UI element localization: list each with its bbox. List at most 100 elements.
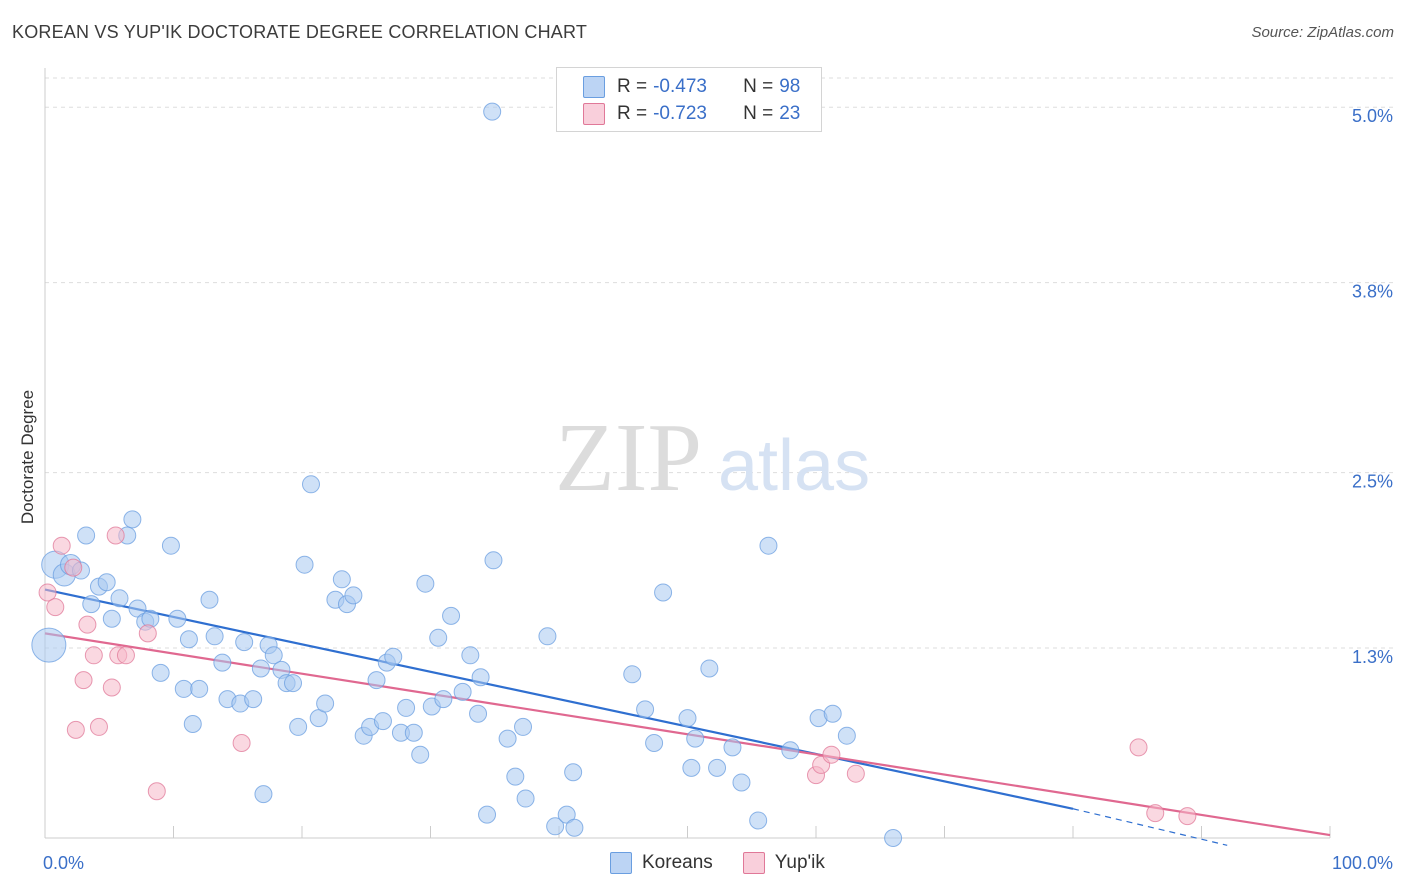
korean-point — [645, 734, 664, 752]
korean-point — [442, 606, 461, 625]
korean-point — [623, 665, 642, 684]
korean-point — [498, 729, 517, 748]
korean-point — [344, 586, 363, 605]
yupik-point — [46, 598, 65, 617]
korean-point — [654, 583, 673, 602]
korean-point — [700, 659, 719, 678]
tick-labels: 5.0% 3.8% 2.5% 1.3% 0.0% 100.0% — [43, 106, 1393, 873]
korean-point — [564, 763, 583, 782]
yupik-point — [822, 745, 841, 764]
y-tick-label: 1.3% — [1352, 647, 1393, 667]
korean-point — [174, 679, 193, 698]
y-tick-label: 2.5% — [1352, 472, 1393, 492]
korean-point — [123, 510, 142, 529]
korean-point — [682, 758, 701, 777]
korean-point — [404, 723, 423, 742]
r-label: R = — [617, 76, 648, 97]
legend-item-koreans[interactable]: Koreans — [610, 852, 713, 874]
korean-point — [546, 817, 565, 836]
yupik-swatch — [583, 103, 605, 125]
korean-point — [235, 633, 254, 652]
korean-point — [284, 674, 303, 693]
korean-point — [102, 609, 121, 628]
axes — [44, 68, 1331, 839]
yupik-point — [102, 678, 121, 697]
korean-point — [264, 646, 283, 665]
yupik-swatch — [742, 852, 765, 874]
korean-point — [183, 715, 202, 733]
yupik-point — [64, 558, 83, 577]
korean-point — [251, 659, 270, 678]
korean-point — [686, 729, 705, 748]
yupik-point — [66, 720, 85, 739]
legend-item-yupik[interactable]: Yup'ik — [742, 852, 825, 874]
korean-point — [110, 589, 129, 608]
korean-point — [367, 671, 386, 690]
yupik-point — [138, 624, 157, 643]
korean-point — [384, 647, 403, 666]
n-label: N = — [743, 76, 774, 97]
korean-point — [244, 690, 263, 709]
y-tick-label: 5.0% — [1352, 106, 1393, 126]
stats-legend: R = -0.473 N = 98 R = -0.723 N = 23 — [556, 67, 822, 132]
r-value: -0.723 — [653, 103, 707, 124]
n-label: N = — [743, 103, 774, 124]
korean-point — [557, 805, 576, 824]
korean-point — [141, 609, 160, 628]
n-value: 23 — [779, 103, 801, 124]
yupik-point — [106, 526, 125, 545]
series-legend: Koreans Yup'ik — [610, 852, 855, 874]
korean-point — [254, 785, 273, 804]
koreans-swatch — [610, 852, 632, 874]
yupik-point — [232, 734, 251, 752]
korean-point — [295, 555, 314, 574]
gridlines — [45, 77, 1395, 649]
r-value: -0.473 — [653, 76, 707, 97]
legend-row-koreans: R = -0.473 N = 98 — [583, 75, 800, 99]
korean-point — [31, 627, 67, 663]
korean-point — [168, 609, 187, 628]
y-tick-label: 3.8% — [1352, 282, 1393, 302]
korean-point — [289, 717, 308, 736]
korean-point — [471, 668, 490, 687]
korean-point — [434, 690, 453, 709]
korean-trend-line — [44, 588, 1074, 810]
korean-point — [179, 630, 198, 649]
legend-label-yupik: Yup'ik — [774, 852, 825, 873]
korean-point — [82, 595, 101, 614]
korean-point — [128, 599, 147, 618]
yupik-point — [78, 615, 97, 634]
yupik-point — [84, 646, 103, 665]
korean-point — [161, 536, 180, 555]
korean-point — [708, 758, 727, 777]
yupik-point — [846, 764, 865, 783]
watermark-atlas: atlas — [718, 426, 870, 506]
korean-point — [429, 628, 448, 647]
korean-point — [781, 741, 800, 760]
r-label: R = — [617, 103, 648, 124]
korean-point — [538, 627, 557, 646]
yupik-point — [1146, 804, 1165, 823]
korean-point — [461, 646, 480, 665]
n-value: 98 — [779, 76, 801, 97]
korean-point — [190, 679, 209, 698]
korean-point — [759, 536, 778, 555]
korean-point — [732, 773, 751, 792]
data-points — [31, 102, 1197, 847]
x-tick-label-max: 100.0% — [1332, 853, 1393, 873]
korean-point — [97, 573, 116, 592]
korean-point — [416, 574, 435, 593]
yupik-point — [147, 782, 166, 801]
korean-point — [301, 475, 320, 494]
legend-row-yupik: R = -0.723 N = 23 — [583, 102, 800, 126]
korean-point — [723, 738, 742, 757]
watermark-zip: ZIP — [555, 404, 702, 512]
korean-point — [749, 811, 768, 830]
yupik-point — [1129, 738, 1148, 757]
source-label: Source: ZipAtlas.com — [1251, 24, 1394, 41]
yupik-point — [38, 583, 57, 602]
korean-point — [516, 789, 535, 808]
korean-point — [411, 745, 430, 764]
korean-point — [373, 712, 392, 731]
korean-point — [213, 653, 232, 672]
